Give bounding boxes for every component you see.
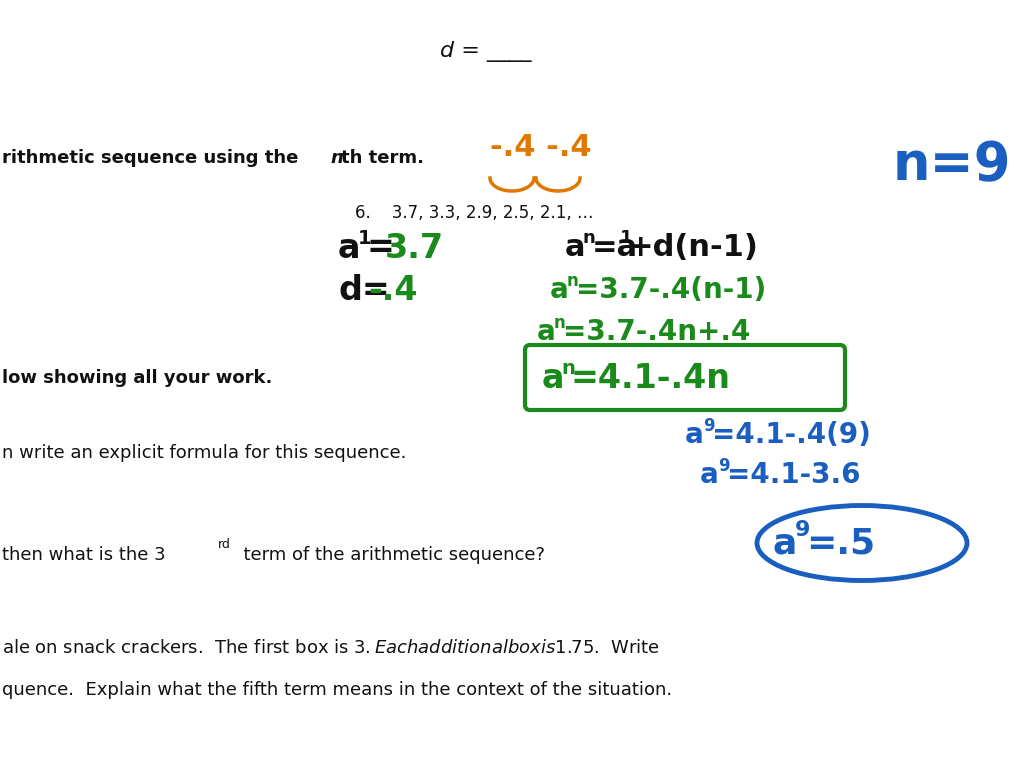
Text: low showing all your work.: low showing all your work. <box>2 369 272 387</box>
Text: -.4 -.4: -.4 -.4 <box>490 134 592 163</box>
Text: n=9: n=9 <box>893 139 1012 191</box>
Text: 6.    3.7, 3.3, 2.9, 2.5, 2.1, …: 6. 3.7, 3.3, 2.9, 2.5, 2.1, … <box>355 204 594 222</box>
Text: n: n <box>582 229 595 247</box>
Text: rd: rd <box>218 538 230 551</box>
Text: quence.  Explain what the fifth term means in the context of the situation.: quence. Explain what the fifth term mean… <box>2 681 672 699</box>
Text: a: a <box>773 526 798 560</box>
Text: a: a <box>542 362 564 395</box>
Text: n write an explicit formula for this sequence.: n write an explicit formula for this seq… <box>2 444 407 462</box>
Ellipse shape <box>757 505 967 581</box>
Text: then what is the 3: then what is the 3 <box>2 546 166 564</box>
Text: =4.1-.4(9): =4.1-.4(9) <box>712 421 870 449</box>
Text: ale on snack crackers.  The first box is $3. Each additional box is $1.75.  Writ: ale on snack crackers. The first box is … <box>2 639 660 657</box>
Text: 1: 1 <box>620 229 633 247</box>
Text: term of the arithmetic sequence?: term of the arithmetic sequence? <box>232 546 545 564</box>
Text: d = ____: d = ____ <box>440 41 531 62</box>
Text: a: a <box>550 276 568 304</box>
Text: =a: =a <box>592 233 638 263</box>
Text: a: a <box>537 318 556 346</box>
Text: =4.1-3.6: =4.1-3.6 <box>727 461 860 489</box>
Text: a: a <box>565 233 586 263</box>
Text: =.5: =.5 <box>806 526 876 560</box>
FancyBboxPatch shape <box>525 345 845 410</box>
Text: rithmetic sequence using the: rithmetic sequence using the <box>2 149 304 167</box>
Text: =: = <box>366 231 394 264</box>
Text: 9: 9 <box>703 417 715 435</box>
Text: =4.1-.4n: =4.1-.4n <box>571 362 731 395</box>
Text: +d(n-1): +d(n-1) <box>628 233 759 263</box>
Text: n: n <box>567 272 579 290</box>
Text: =3.7-.4(n-1): =3.7-.4(n-1) <box>575 276 766 304</box>
Text: n: n <box>554 314 565 332</box>
Text: d=: d= <box>338 273 390 306</box>
Text: -.4: -.4 <box>368 273 418 306</box>
Text: n: n <box>561 359 574 378</box>
Text: th term.: th term. <box>341 149 424 167</box>
Text: 1: 1 <box>358 229 372 247</box>
Text: a: a <box>685 421 703 449</box>
Text: 9: 9 <box>795 520 810 540</box>
Text: n: n <box>330 149 343 167</box>
Text: 9: 9 <box>718 457 730 475</box>
Text: 3.7: 3.7 <box>385 231 444 264</box>
Text: a: a <box>338 231 360 264</box>
Text: a: a <box>700 461 719 489</box>
Text: =3.7-.4n+.4: =3.7-.4n+.4 <box>563 318 751 346</box>
